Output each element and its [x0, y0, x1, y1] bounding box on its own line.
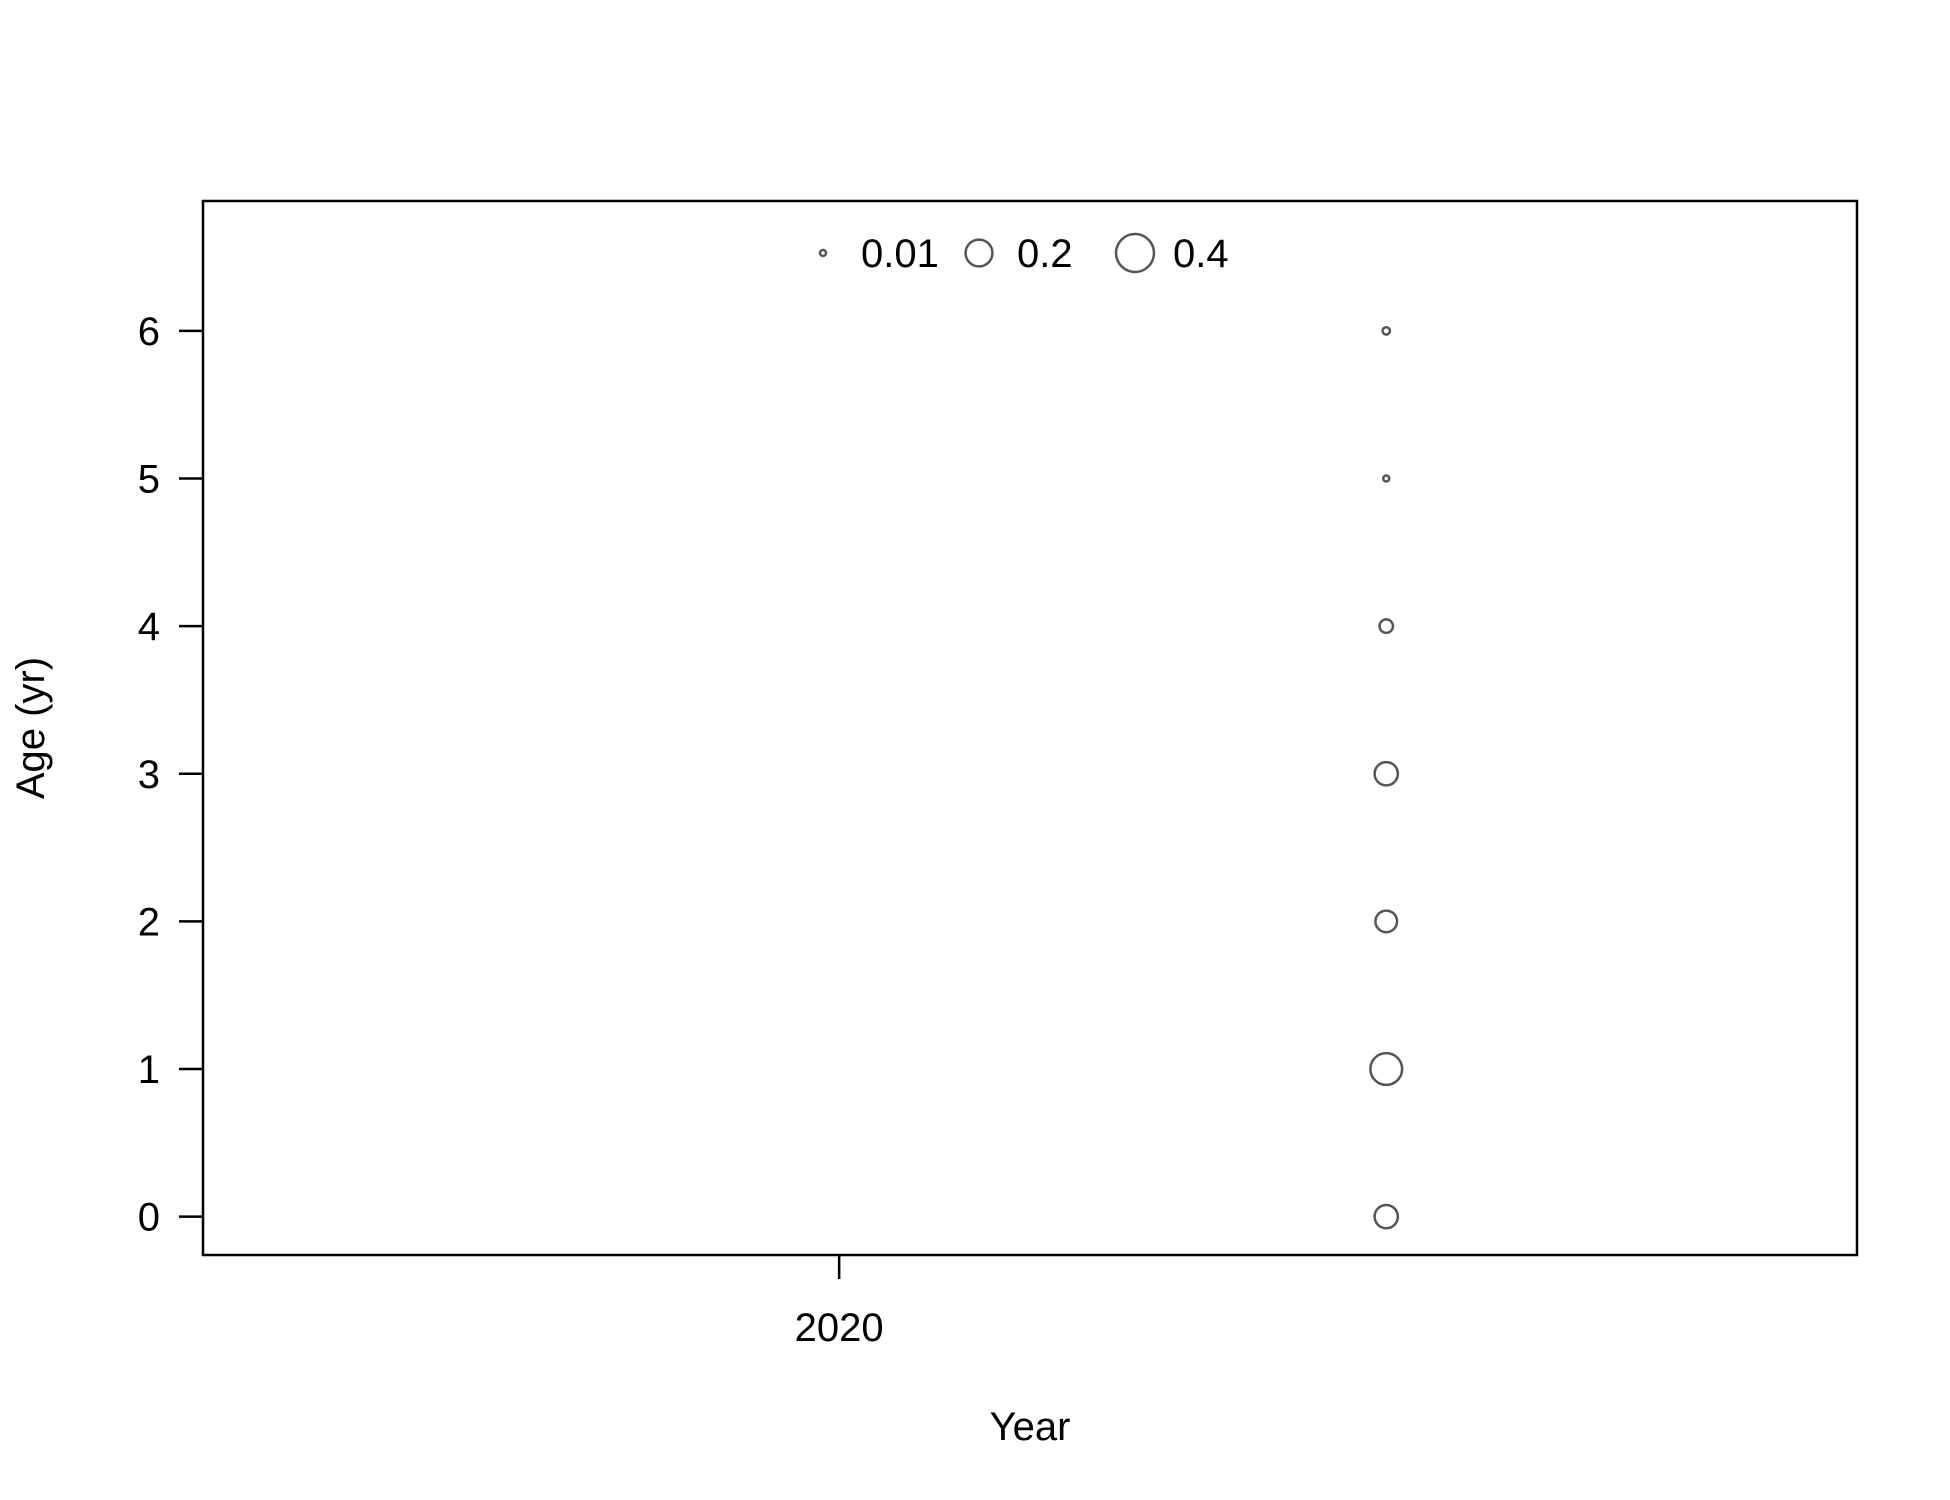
legend-label: 0.01 [861, 232, 939, 276]
x-tick-label: 2020 [795, 1306, 884, 1350]
data-point [1374, 909, 1399, 934]
x-axis-label: Year [990, 1405, 1071, 1449]
data-points [1369, 325, 1404, 1230]
y-tick-label: 0 [138, 1196, 160, 1240]
legend-bubble [1114, 232, 1156, 274]
y-tick-label: 2 [138, 900, 160, 944]
y-axis: 0 1 2 3 4 5 6 [138, 310, 203, 1240]
data-point [1369, 1051, 1404, 1087]
y-tick-label: 3 [138, 753, 160, 797]
plot-frame [201, 199, 1859, 1257]
data-point [1373, 1203, 1400, 1230]
y-tick-label: 1 [138, 1048, 160, 1092]
bubble-legend: 0.01 0.2 0.4 [818, 232, 1229, 276]
data-point [1373, 760, 1400, 787]
y-tick-label: 6 [138, 310, 160, 354]
data-point [1381, 474, 1391, 483]
legend-label: 0.4 [1173, 232, 1229, 276]
y-tick-label: 4 [138, 605, 160, 649]
data-point [1381, 325, 1392, 336]
legend-label: 0.2 [1017, 232, 1073, 276]
y-axis-label: Age (yr) [9, 657, 53, 799]
data-point [1378, 618, 1395, 635]
legend-bubble [964, 238, 994, 268]
legend-bubble [818, 248, 828, 258]
x-axis: 2020 [795, 1255, 884, 1350]
y-tick-label: 5 [138, 458, 160, 502]
